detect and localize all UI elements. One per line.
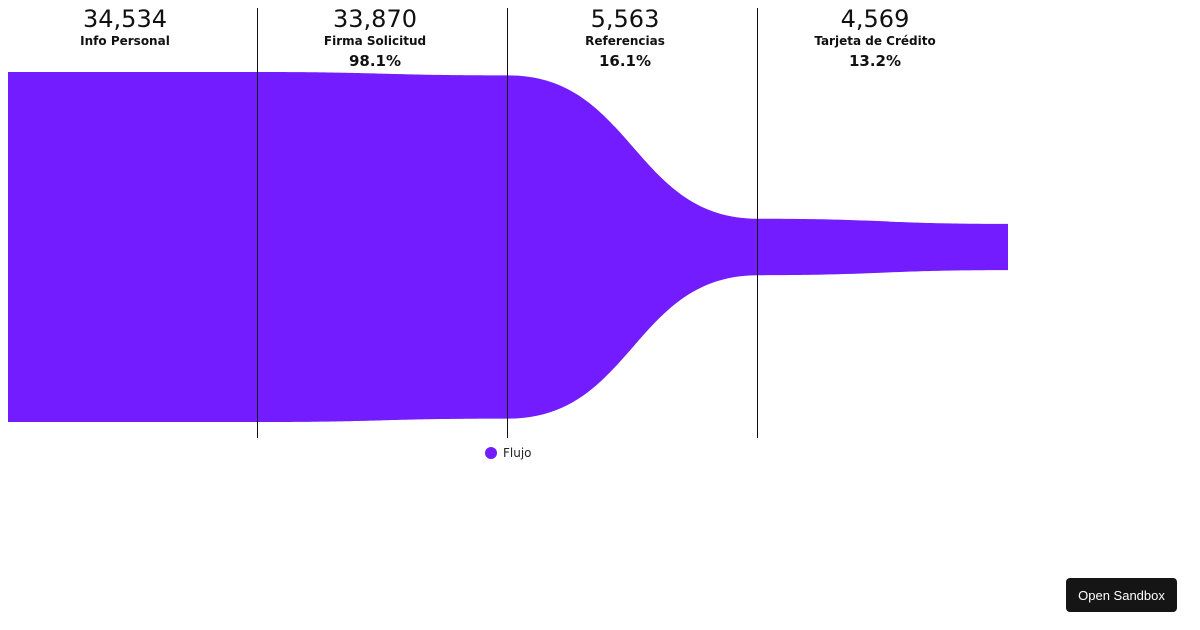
stage-percent-label: 13.2% xyxy=(849,52,901,70)
legend-label-flujo: Flujo xyxy=(503,446,532,460)
stage-value-label: 4,569 xyxy=(841,5,910,33)
stage-value-label: 5,563 xyxy=(591,5,660,33)
stage-name-label: Info Personal xyxy=(80,34,170,48)
stage-name-label: Firma Solicitud xyxy=(324,34,426,48)
open-sandbox-button[interactable]: Open Sandbox xyxy=(1066,578,1177,612)
stage-percent-label: 16.1% xyxy=(599,52,651,70)
stage-name-label: Tarjeta de Crédito xyxy=(814,34,935,48)
legend[interactable]: Flujo xyxy=(485,446,532,460)
stage-name-label: Referencias xyxy=(585,34,665,48)
stage-value-label: 33,870 xyxy=(333,5,417,33)
legend-marker-flujo xyxy=(485,447,497,459)
stage-value-label: 34,534 xyxy=(83,5,167,33)
stage-percent-label: 98.1% xyxy=(349,52,401,70)
